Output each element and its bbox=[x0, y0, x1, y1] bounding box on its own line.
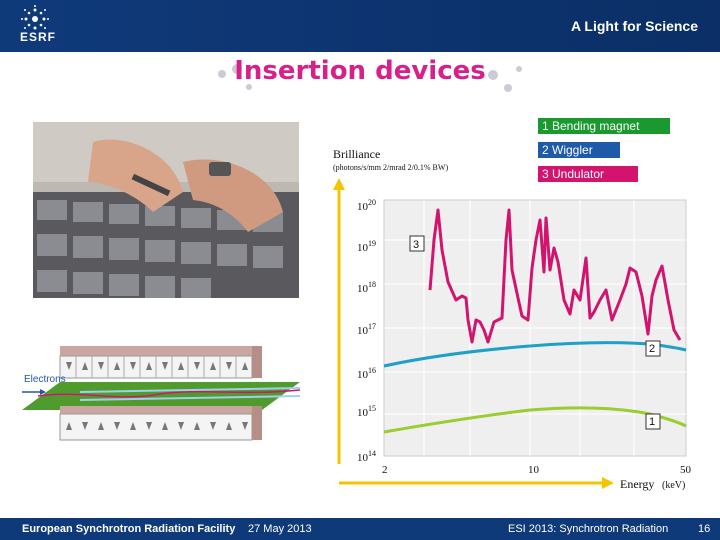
y-tick-1016: 1016 bbox=[357, 366, 376, 381]
legend-bending-magnet: 1 Bending magnet bbox=[538, 118, 670, 134]
footer-date: 27 May 2013 bbox=[248, 523, 312, 535]
y-tick-1019: 1019 bbox=[357, 239, 376, 254]
x-axis-units: (keV) bbox=[662, 480, 685, 491]
footer-event: ESI 2013: Synchrotron Radiation bbox=[508, 523, 669, 535]
x-tick-10: 10 bbox=[528, 464, 540, 476]
logo-text: ESRF bbox=[20, 30, 57, 44]
footer-org: European Synchrotron Radiation Facility bbox=[22, 523, 236, 535]
y-axis-units: (photons/s/mm 2/mrad 2/0.1% BW) bbox=[333, 163, 448, 172]
series-undulator-line bbox=[428, 208, 682, 344]
electrons-label: Electrons bbox=[24, 374, 66, 385]
x-axis-arrow-icon bbox=[602, 477, 614, 489]
footer-page-number: 16 bbox=[698, 523, 711, 535]
series-wiggler-line bbox=[383, 341, 687, 368]
series-tag-1: 1 bbox=[649, 416, 655, 428]
esrf-logo-icon bbox=[21, 5, 49, 30]
insertion-device-photo bbox=[33, 122, 299, 298]
legend-wiggler: 2 Wiggler bbox=[538, 142, 620, 158]
y-tick-1015: 1015 bbox=[357, 404, 376, 419]
y-tick-1014: 1014 bbox=[357, 449, 376, 464]
series-tag-2: 2 bbox=[649, 343, 655, 355]
series-tag-3: 3 bbox=[413, 239, 419, 251]
y-tick-1017: 1017 bbox=[357, 322, 376, 337]
y-tick-1020: 1020 bbox=[357, 198, 376, 213]
series-tag-box-2 bbox=[645, 340, 661, 357]
footer-bar: European Synchrotron Radiation Facility … bbox=[0, 518, 720, 540]
series-bending-magnet-line bbox=[383, 406, 687, 434]
y-tick-1018: 1018 bbox=[357, 280, 376, 295]
header-bar: ESRF A Light for Science bbox=[0, 0, 720, 52]
magnet-array-diagram bbox=[22, 346, 301, 441]
electron-arrow-icon bbox=[40, 389, 46, 395]
series-tag-box-3 bbox=[409, 235, 425, 252]
y-axis-label: Brilliance bbox=[333, 147, 380, 161]
x-axis-label: Energy bbox=[620, 477, 654, 491]
y-axis-arrow-icon bbox=[333, 178, 345, 190]
y-tick-labels: 1020 1019 1018 1017 1016 1015 1014 bbox=[357, 198, 376, 464]
header-tagline: A Light for Science bbox=[570, 18, 698, 34]
x-tick-2: 2 bbox=[382, 464, 388, 476]
x-tick-50: 50 bbox=[680, 464, 692, 476]
slide-title: Insertion devices bbox=[234, 56, 486, 86]
grid-lines bbox=[384, 200, 686, 456]
series-tag-box-1 bbox=[645, 413, 661, 430]
legend-undulator: 3 Undulator bbox=[538, 166, 638, 182]
